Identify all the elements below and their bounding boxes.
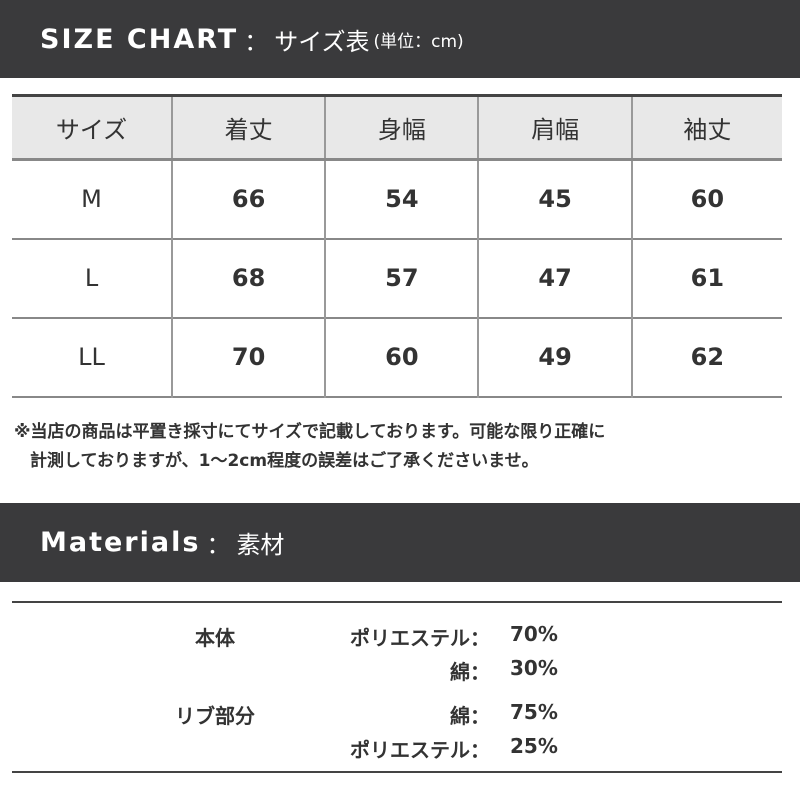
table-header-row: サイズ 着丈 身幅 肩幅 袖丈	[12, 95, 782, 160]
size-chart-title: SIZE CHART	[40, 23, 239, 55]
table-row: LL 70 60 49 62	[12, 317, 782, 397]
size-chart-subtitle: サイズ表	[274, 27, 370, 56]
column-header: 身幅	[324, 95, 479, 160]
value-cell: 60	[324, 317, 479, 397]
material-part: リブ部分	[175, 704, 255, 728]
value-cell: 62	[630, 317, 782, 397]
size-cell: LL	[78, 343, 105, 371]
unit-label: (単位：cm)	[373, 31, 464, 52]
value-cell: 66	[170, 159, 326, 239]
material-part: 本体	[195, 626, 235, 650]
divider	[12, 601, 782, 603]
measurement-note: ※当店の商品は平置き採寸にてサイズで記載しております。可能な限り正確に 計測して…	[14, 418, 605, 476]
size-cell: M	[81, 185, 102, 214]
value-cell: 45	[477, 159, 632, 239]
column-header: 肩幅	[477, 95, 632, 160]
material-value: 30%	[510, 656, 558, 680]
column-header: 袖丈	[630, 95, 782, 160]
material-name: 綿：	[450, 704, 490, 728]
material-value: 25%	[510, 734, 558, 758]
material-value: 75%	[510, 700, 558, 724]
materials-header: Materials ： 素材	[0, 503, 800, 582]
note-line: 計測しておりますが、1〜2cm程度の誤差はご了承くださいませ。	[30, 451, 539, 471]
material-name: ポリエステル：	[350, 626, 490, 650]
size-chart-header: SIZE CHART ： サイズ表 (単位：cm)	[0, 0, 800, 78]
size-cell: L	[84, 264, 99, 292]
size-table: サイズ 着丈 身幅 肩幅 袖丈 M 66 54 45 60 L 68 57 47…	[12, 94, 782, 398]
table-row: L 68 57 47 61	[12, 238, 782, 318]
value-cell: 61	[630, 238, 782, 318]
value-cell: 49	[477, 317, 632, 397]
table-row: M 66 54 45 60	[12, 159, 782, 239]
materials-subtitle: 素材	[236, 531, 285, 559]
divider	[12, 771, 782, 773]
value-cell: 57	[324, 238, 479, 318]
column-header: 着丈	[170, 95, 326, 160]
value-cell: 68	[170, 238, 326, 318]
value-cell: 54	[324, 159, 479, 239]
material-name: 綿：	[450, 660, 490, 684]
value-cell: 60	[630, 159, 782, 239]
title-separator: ：	[244, 27, 269, 56]
title-separator: ：	[206, 531, 231, 559]
material-value: 70%	[510, 622, 558, 646]
column-header: サイズ	[55, 116, 128, 144]
materials-title: Materials	[40, 527, 201, 558]
note-line: ※当店の商品は平置き採寸にてサイズで記載しております。可能な限り正確に	[14, 422, 606, 442]
value-cell: 47	[477, 238, 632, 318]
material-name: ポリエステル：	[350, 738, 490, 762]
value-cell: 70	[170, 317, 326, 397]
